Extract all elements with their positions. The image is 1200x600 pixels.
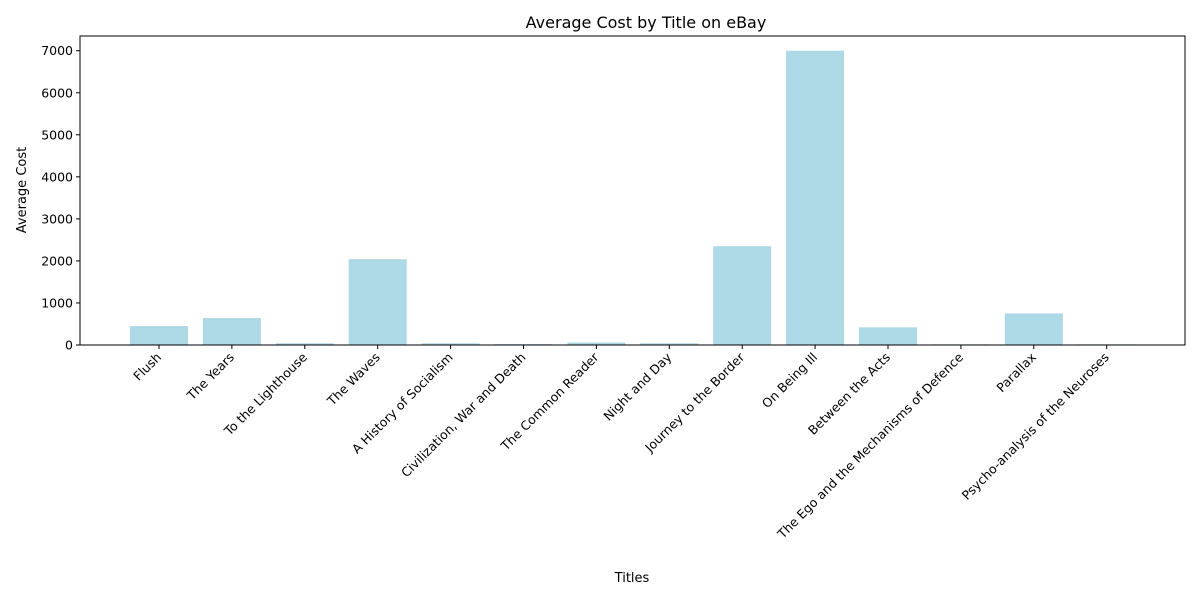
bar [713, 246, 772, 345]
bars-group [130, 50, 1136, 345]
y-axis: 0 1000 2000 3000 4000 5000 6000 7000 [41, 43, 80, 353]
bar [421, 343, 480, 345]
chart-title: Average Cost by Title on eBay [526, 13, 767, 32]
plot-frame [79, 35, 1186, 346]
x-axis-label: Titles [614, 571, 650, 586]
bar [130, 326, 188, 345]
bar [640, 343, 699, 345]
x-tick-label: Parallax [993, 350, 1039, 396]
x-tick-label: Flush [130, 350, 164, 384]
bar [567, 342, 626, 345]
y-axis-label: Average Cost [15, 147, 30, 233]
y-tick-label: 0 [65, 338, 73, 353]
bar [202, 318, 261, 345]
bar [1004, 313, 1063, 345]
y-tick-label: 7000 [41, 43, 73, 58]
x-tick-label: On Being Ill [759, 350, 820, 411]
y-tick-label: 6000 [41, 85, 73, 100]
y-tick-label: 2000 [41, 253, 73, 268]
y-tick-label: 3000 [41, 211, 73, 226]
bar [859, 327, 917, 345]
y-tick-label: 5000 [41, 127, 73, 142]
bar [348, 259, 407, 345]
x-tick-label: The Waves [323, 350, 382, 409]
x-tick-label: The Years [183, 350, 237, 404]
bar [786, 50, 845, 345]
bar [275, 343, 334, 345]
y-tick-label: 4000 [41, 169, 73, 184]
x-tick-label: Civilization, War and Death [398, 350, 529, 481]
y-tick-label: 1000 [41, 295, 73, 310]
x-tick-label: Psycho-analysis of the Neuroses [959, 350, 1112, 503]
x-tick-label: Night and Day [600, 349, 674, 423]
